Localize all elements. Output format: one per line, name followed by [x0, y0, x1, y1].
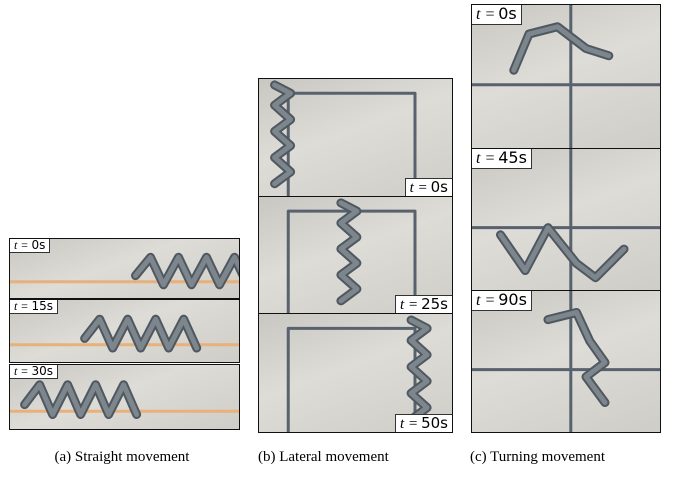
time-symbol: t =	[400, 297, 418, 313]
time-symbol: t =	[400, 416, 418, 432]
photo-frame: t =0s	[471, 4, 661, 149]
time-value: 0s	[31, 238, 45, 252]
photo-detail	[472, 149, 661, 291]
time-label: t =0s	[405, 178, 453, 198]
photo-frame: t =15s	[9, 299, 240, 363]
time-value: 0s	[498, 4, 517, 23]
photo	[472, 291, 661, 433]
figure: (() => { const data = JSON.parse(documen…	[0, 0, 673, 489]
time-value: 25s	[421, 295, 448, 313]
photo-frame: t =45s	[471, 148, 661, 291]
photo-frame: t =25s	[258, 196, 453, 314]
time-symbol: t =	[14, 299, 28, 313]
time-label: t =90s	[471, 290, 532, 311]
photo	[472, 149, 661, 291]
caption: (a) Straight movement	[12, 448, 232, 466]
photo-frame: t =0s	[258, 78, 453, 197]
time-value: 50s	[421, 414, 448, 432]
time-symbol: t =	[410, 180, 428, 196]
photo	[472, 5, 661, 149]
time-symbol: t =	[476, 292, 495, 309]
time-value: 90s	[498, 290, 527, 309]
time-symbol: t =	[476, 150, 495, 167]
time-symbol: t =	[476, 6, 495, 23]
photo-frame: t =0s	[9, 238, 240, 299]
time-value: 15s	[31, 299, 53, 313]
photo-detail	[288, 93, 415, 197]
caption: (c) Turning movement	[470, 448, 660, 466]
photo-frame: t =90s	[471, 290, 661, 433]
time-label: t =25s	[395, 295, 453, 315]
time-value: 30s	[31, 364, 53, 378]
time-label: t =15s	[9, 299, 58, 314]
time-label: t =0s	[471, 4, 522, 25]
photo-frame: t =30s	[9, 364, 240, 430]
photo-frame: t =50s	[258, 313, 453, 433]
time-value: 0s	[431, 178, 448, 196]
time-symbol: t =	[14, 238, 28, 252]
photo-detail	[472, 5, 661, 149]
caption: (b) Lateral movement	[258, 448, 458, 466]
time-label: t =30s	[9, 364, 58, 379]
time-value: 45s	[498, 148, 527, 167]
time-label: t =50s	[395, 414, 453, 434]
time-symbol: t =	[14, 364, 28, 378]
time-label: t =45s	[471, 148, 532, 169]
time-label: t =0s	[9, 238, 50, 253]
